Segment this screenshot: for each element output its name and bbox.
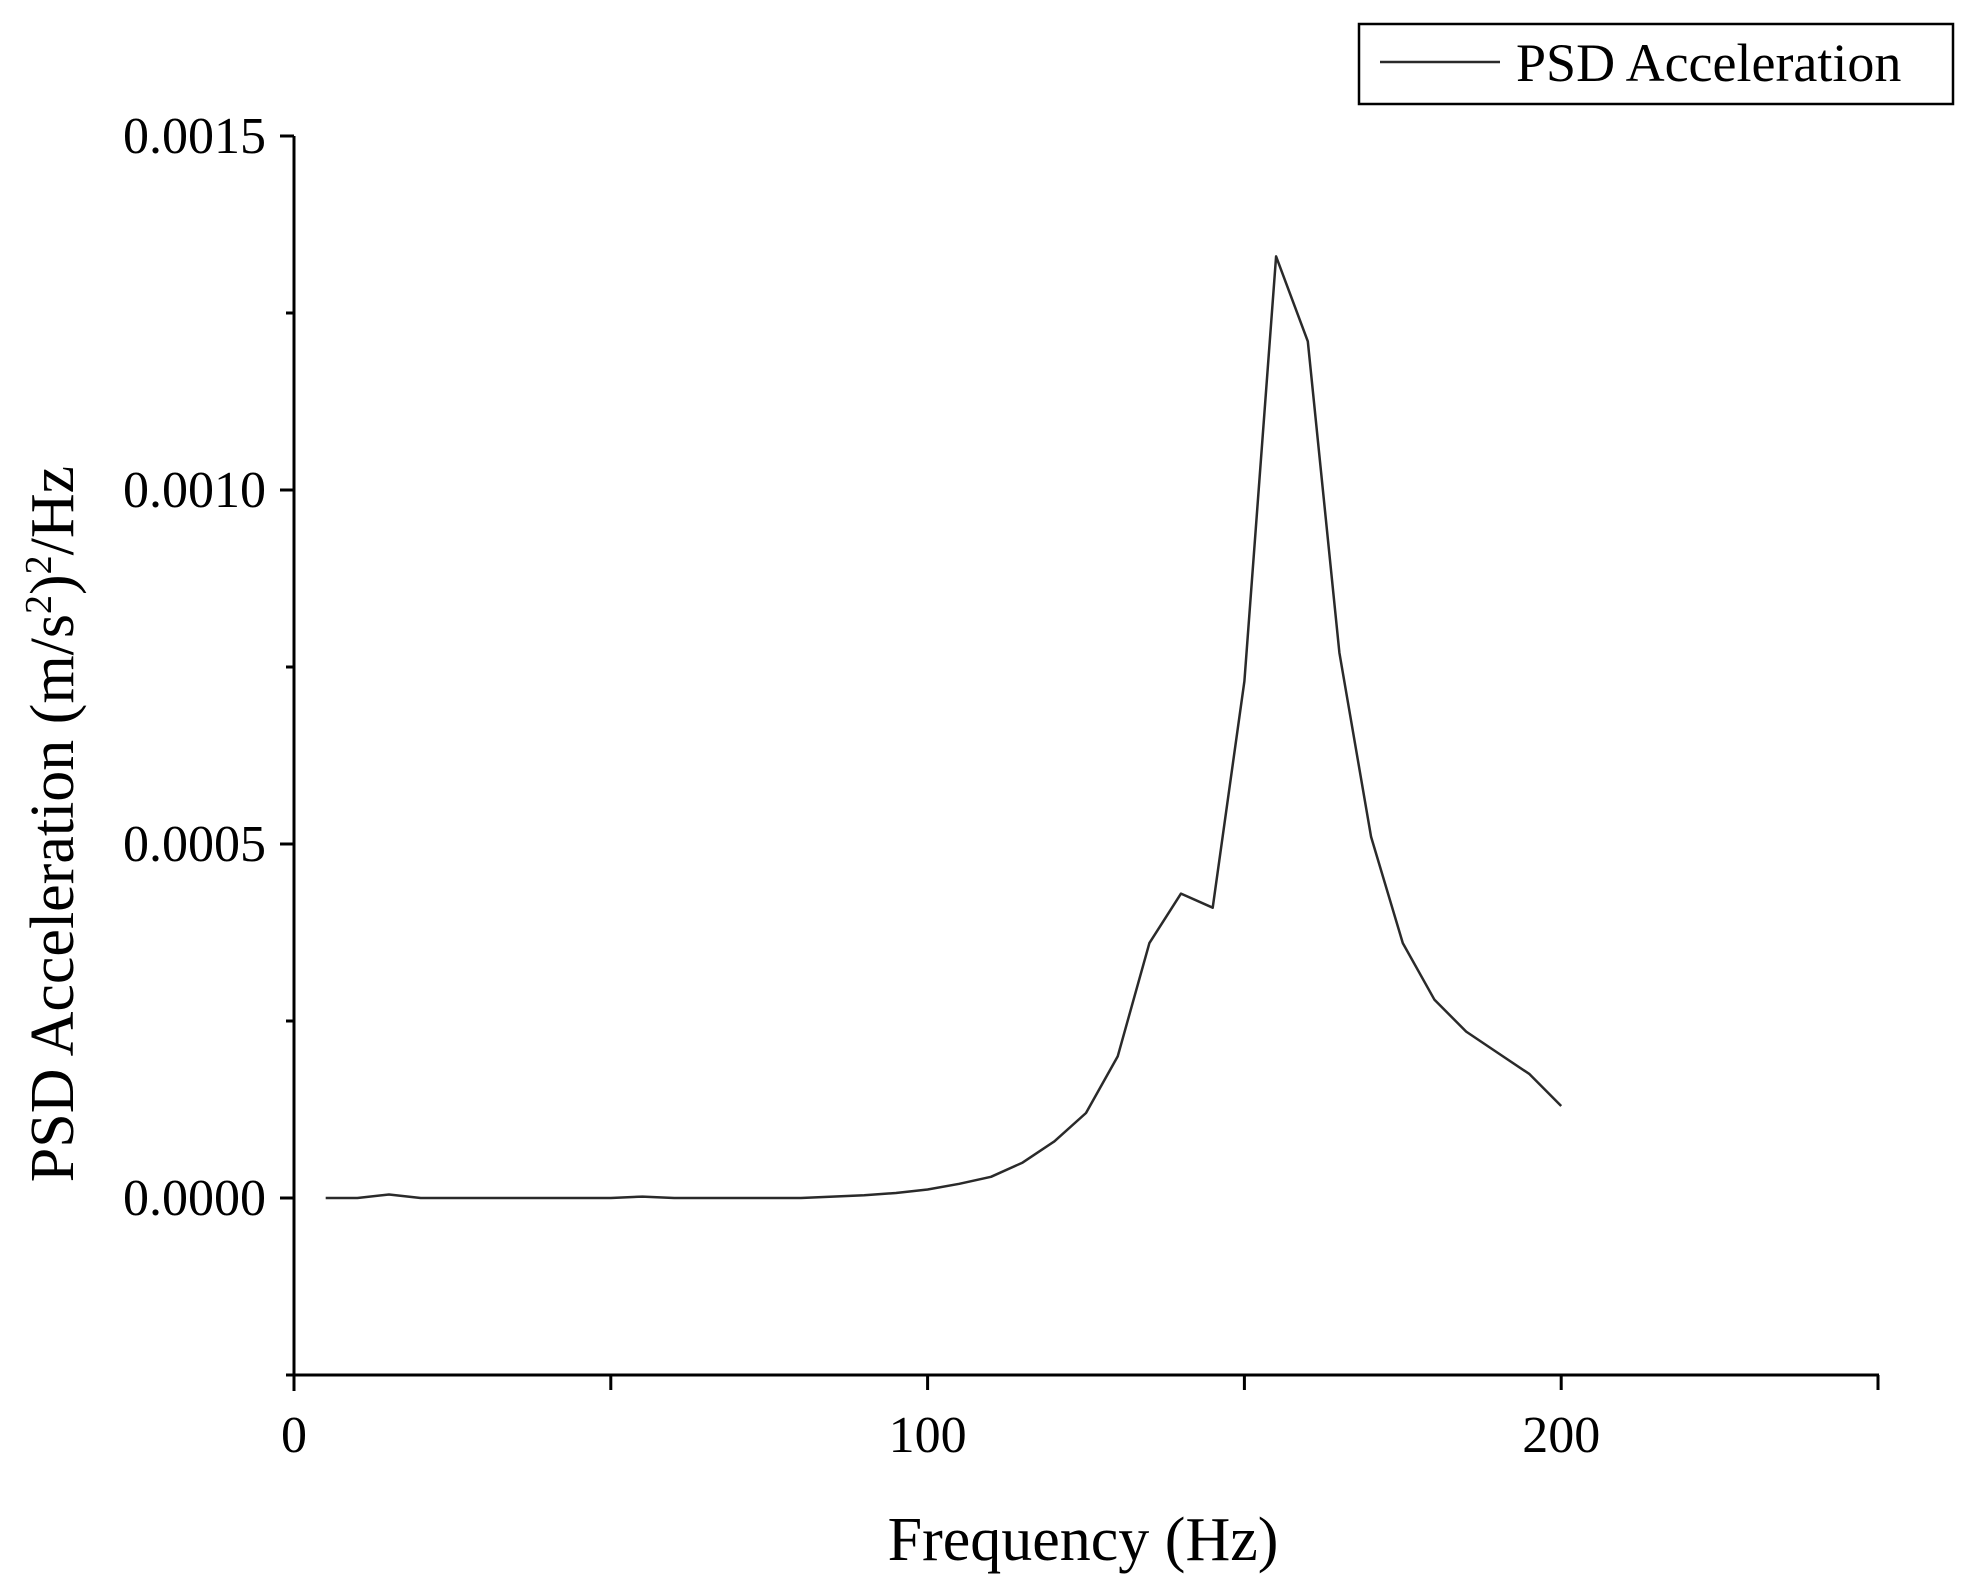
legend-box (1357, 22, 1955, 106)
y-tick-label: 0.0010 (123, 462, 266, 519)
y-tick-label: 0.0015 (123, 108, 266, 165)
y-tick-label: 0.0000 (123, 1170, 266, 1227)
y-axis-title: PSD Acceleration (m/s2)2/Hz (18, 466, 87, 1182)
x-tick-label: 200 (1522, 1407, 1600, 1464)
x-tick-label: 0 (281, 1407, 307, 1464)
x-axis-title: Frequency (Hz) (888, 1506, 1279, 1574)
y-tick-label: 0.0005 (123, 816, 266, 873)
axis-tick-labels: 0.0000 0.0005 0.0010 0.0015 0 100 200 (123, 108, 1600, 1464)
y-axis-title-sup2: 2 (18, 555, 60, 574)
y-axis-title-prefix: PSD Acceleration (m/s (19, 614, 87, 1182)
legend-label: PSD Acceleration (1516, 33, 1901, 93)
y-axis-title-sup1: 2 (18, 595, 60, 614)
y-axis-title-middle: ) (19, 574, 87, 595)
y-axis-title-suffix: /Hz (19, 466, 87, 556)
axis-ticks (280, 134, 1880, 1390)
series-line-psd-acceleration (325, 255, 1563, 1200)
x-tick-label: 100 (889, 1407, 967, 1464)
legend: PSD Acceleration (1357, 22, 1955, 106)
